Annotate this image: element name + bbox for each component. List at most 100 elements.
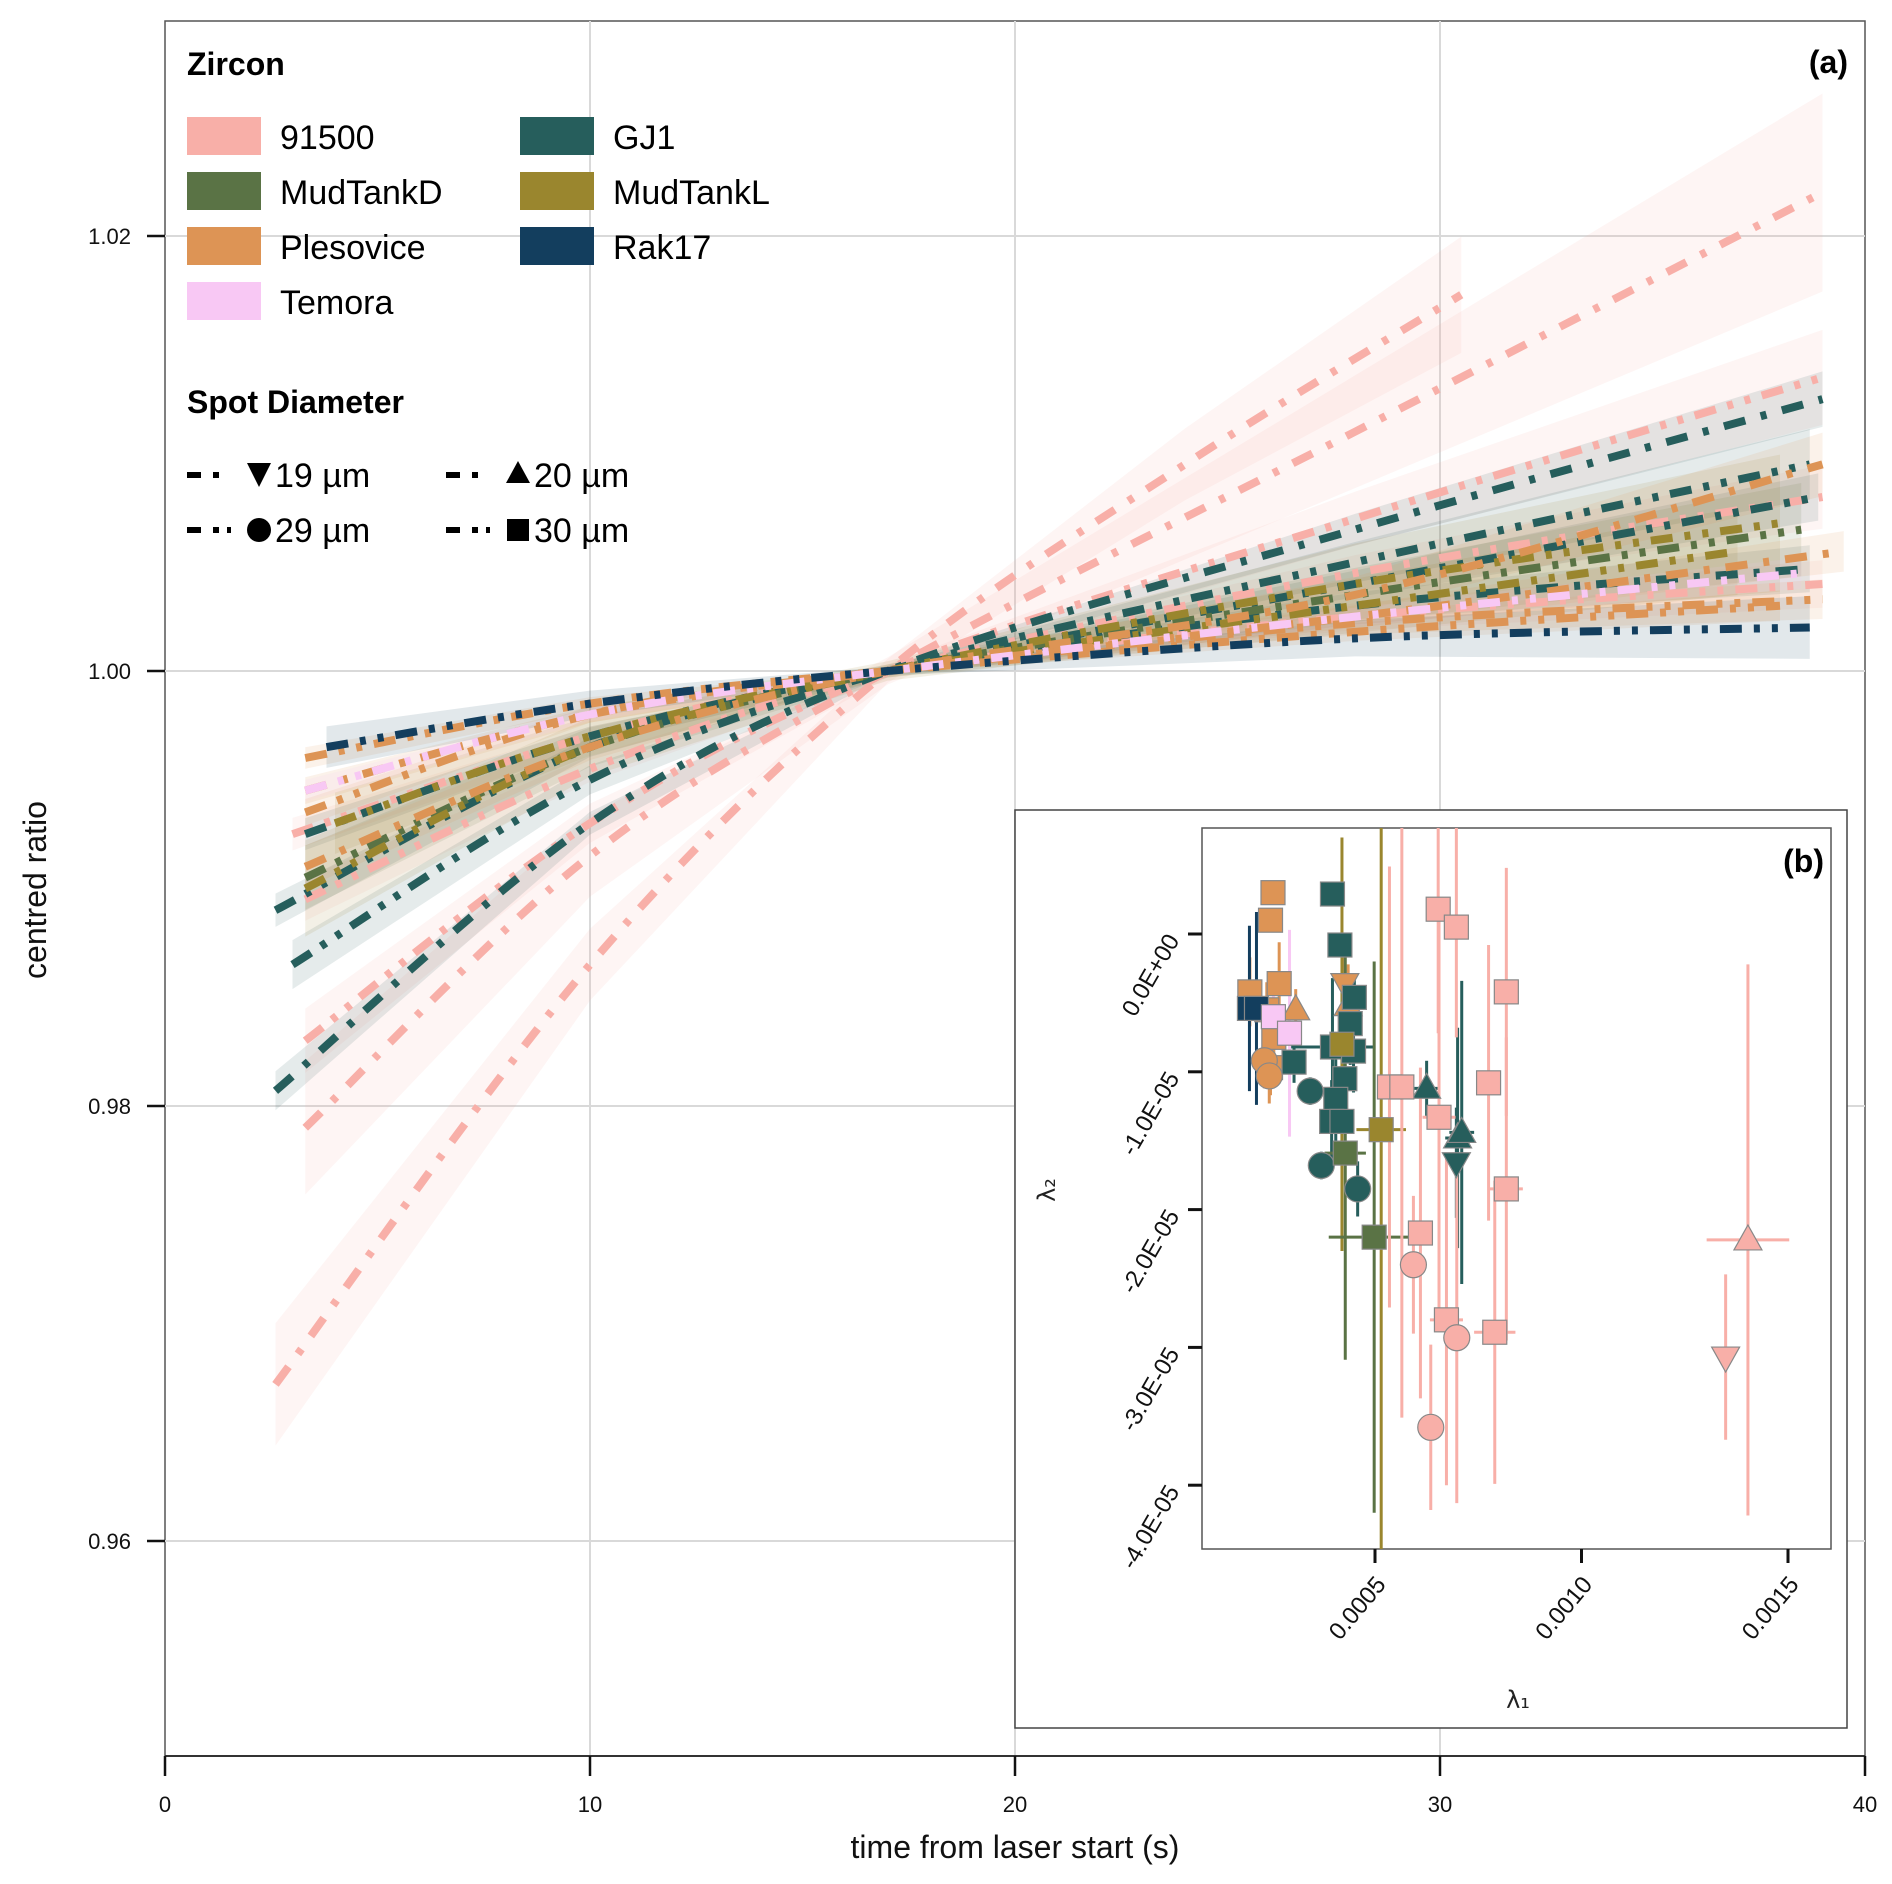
- data-point-gj1: [1296, 1077, 1324, 1105]
- legend-swatch: [520, 172, 594, 210]
- legend-label: 29 µm: [275, 512, 370, 550]
- legend: Zircon 91500 MudTankD Plesovice Temora GJ1 Mu…: [187, 46, 770, 550]
- legend-shape-square-icon: [507, 519, 529, 541]
- legend-dot: [213, 527, 219, 533]
- data-point-91500: [1443, 914, 1469, 940]
- confidence-band-91500: [305, 93, 1823, 1195]
- data-point-gj1: [1441, 1152, 1472, 1179]
- x-tick-label: 30: [1428, 1792, 1452, 1817]
- data-point-plesovice: [1280, 993, 1311, 1021]
- data-point-gj1: [1329, 1108, 1355, 1135]
- series-line-mudtankd: [303, 525, 1802, 882]
- legend-swatch: [187, 172, 261, 210]
- legend-swatch: [520, 117, 594, 155]
- legend-label: Temora: [280, 284, 393, 322]
- legend-swatch: [520, 227, 594, 265]
- legend-swatch: [187, 282, 261, 320]
- x-tick-label: 40: [1853, 1792, 1877, 1817]
- data-point-gj1: [1319, 881, 1346, 907]
- legend-dot: [227, 527, 231, 533]
- x-axis-title: time from laser start (s): [851, 1829, 1180, 1865]
- confidence-band-mudtankd: [305, 483, 1802, 910]
- confidence-band-rak17: [326, 596, 1810, 768]
- data-point-gj1: [1446, 1116, 1477, 1144]
- data-point-91500: [1417, 1413, 1445, 1441]
- data-point-mudtankd: [1332, 1140, 1358, 1166]
- confidence-band-91500: [292, 560, 1823, 851]
- data-point-gj1: [1307, 1151, 1335, 1180]
- confidence-band-91500: [305, 329, 1823, 1073]
- x-tick-label: 0: [159, 1792, 171, 1817]
- y-tick-label: 1.02: [88, 224, 131, 249]
- scatter-points: [1236, 880, 1763, 1441]
- data-point-91500: [1443, 1324, 1471, 1352]
- confidence-band-temora: [305, 557, 1802, 802]
- legend-label: 30 µm: [534, 512, 629, 550]
- legend-swatch: [187, 227, 261, 265]
- legend-shape-triangle-up-icon: [506, 461, 530, 483]
- legend-label: MudTankL: [613, 174, 770, 212]
- legend-dot: [472, 472, 478, 478]
- legend-swatch: [187, 117, 261, 155]
- y-tick-label: 1.00: [88, 659, 131, 684]
- legend-spot-entry: 30 µm: [446, 512, 629, 550]
- legend-shape-triangle-down-icon: [247, 463, 271, 487]
- data-point-gj1: [1327, 932, 1353, 958]
- data-point-91500: [1389, 1074, 1415, 1100]
- data-point-91500: [1732, 1223, 1763, 1251]
- series-line-91500: [302, 188, 1825, 1131]
- data-point-plesovice: [1266, 971, 1292, 997]
- legend-label: Plesovice: [280, 229, 426, 267]
- legend-title-zircon: Zircon: [187, 46, 285, 82]
- data-point-91500: [1426, 1104, 1452, 1130]
- legend-label: 19 µm: [275, 457, 370, 495]
- panel-b-inset: 0.0005 0.0010 0.00150.0E+00-1.0E-05-2.0E-0…: [1014, 809, 1848, 1729]
- data-point-91500: [1493, 979, 1519, 1005]
- legend-spot-entry: 29 µm: [187, 512, 370, 550]
- legend-dot: [486, 527, 490, 533]
- confidence-band-plesovice: [305, 590, 1780, 769]
- x-tick-label: 20: [1003, 1792, 1027, 1817]
- data-point-gj1: [1344, 1175, 1372, 1203]
- legend-label: 91500: [280, 119, 375, 157]
- legend-spot-entries: 19 µm 20 µm 29 µm 30 µm: [187, 457, 629, 550]
- data-point-91500: [1399, 1251, 1428, 1279]
- confidence-band-mudtankl: [335, 507, 1738, 855]
- confidence-band-91500: [275, 236, 1462, 1446]
- series-line-91500: [272, 291, 1464, 1387]
- legend-title-spot: Spot Diameter: [187, 384, 404, 420]
- confidence-band-gj1: [292, 429, 1810, 990]
- legend-spot-entry: 20 µm: [446, 457, 629, 495]
- series-line-plesovice: [303, 595, 1823, 817]
- axes-a: 0 10 20 30 40 0.96 0.98 1.00 1.02: [88, 224, 1877, 1817]
- legend-shape-circle-icon: [247, 518, 271, 542]
- legend-dot: [472, 527, 478, 533]
- legend-label: 20 µm: [534, 457, 629, 495]
- data-point-91500: [1475, 1070, 1502, 1096]
- y-tick-label: 0.96: [88, 1529, 131, 1554]
- data-point-gj1: [1281, 1049, 1307, 1075]
- y-axis-title: centred ratio: [17, 801, 53, 979]
- legend-spot-entry: 19 µm: [187, 457, 370, 495]
- legend-label: GJ1: [613, 119, 675, 157]
- data-point-91500: [1710, 1346, 1741, 1374]
- data-point-gj1: [1332, 1066, 1358, 1092]
- data-point-mudtankl: [1329, 1031, 1355, 1057]
- data-point-91500: [1493, 1176, 1519, 1202]
- data-point-gj1: [1323, 1086, 1349, 1112]
- legend-dot: [213, 472, 219, 478]
- data-point-plesovice: [1260, 880, 1286, 906]
- data-point-mudtankl: [1368, 1117, 1394, 1143]
- confidence-band-plesovice: [305, 579, 1823, 826]
- legend-label: MudTankD: [280, 174, 443, 212]
- data-point-plesovice: [1255, 1062, 1283, 1090]
- series-line-temora: [304, 569, 1802, 795]
- panel-label-b: (b): [1783, 843, 1824, 879]
- y-tick-label: 0.98: [88, 1094, 131, 1119]
- panel-label-a: (a): [1809, 44, 1848, 80]
- legend-zircon-entries: 91500 MudTankD Plesovice Temora GJ1 MudTankL R…: [187, 117, 770, 322]
- data-point-91500: [1407, 1220, 1434, 1246]
- data-point-temora: [1276, 1020, 1303, 1046]
- regression-lines: [272, 188, 1845, 1387]
